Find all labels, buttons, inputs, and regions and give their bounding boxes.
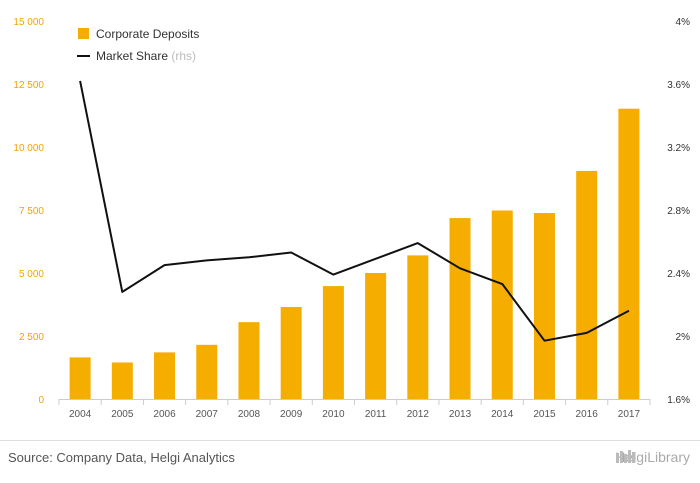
bar <box>154 352 176 399</box>
bar <box>491 210 513 399</box>
source-note: Source: Company Data, Helgi Analytics <box>8 450 235 465</box>
bar <box>449 218 471 399</box>
y-right-tick-label: 1.6% <box>667 395 690 406</box>
bar <box>238 322 260 399</box>
bar <box>322 286 344 399</box>
x-tick-label: 2012 <box>407 409 430 420</box>
y-left-tick-label: 7 500 <box>19 206 44 217</box>
bar <box>576 170 598 399</box>
y-right-tick-label: 2.4% <box>667 269 690 280</box>
footer-divider <box>0 440 700 441</box>
x-tick-label: 2013 <box>449 409 472 420</box>
y-left-tick-label: 2 500 <box>19 332 44 343</box>
x-tick-label: 2004 <box>69 409 92 420</box>
market-share-line <box>79 80 630 342</box>
bar <box>365 273 387 399</box>
x-tick-label: 2008 <box>238 409 261 420</box>
legend-label-deposits: Corporate Deposits <box>96 27 199 41</box>
y-right-tick-label: 2.8% <box>667 206 690 217</box>
bar <box>533 213 555 399</box>
y-right-tick-label: 2% <box>676 332 691 343</box>
x-tick-label: 2014 <box>491 409 514 420</box>
x-tick-label: 2016 <box>576 409 599 420</box>
bar <box>618 108 640 400</box>
chart-svg: 0 2 500 5 000 7 500 10 000 12 500 15 000 1.6% 2%… <box>13 17 691 420</box>
legend-swatch-deposits <box>78 28 89 39</box>
bar <box>280 307 302 399</box>
bar <box>111 362 133 399</box>
y-left-tick-label: 0 <box>38 395 44 406</box>
y-left-tick-label: 12 500 <box>13 80 44 91</box>
y-right-tick-label: 3.2% <box>667 143 690 154</box>
x-tick-label: 2005 <box>111 409 134 420</box>
x-tick-label: 2006 <box>153 409 176 420</box>
y-left-tick-label: 15 000 <box>13 17 44 28</box>
y-left-tick-label: 10 000 <box>13 143 44 154</box>
x-tick-label: 2009 <box>280 409 303 420</box>
bar <box>69 357 91 399</box>
x-tick-label: 2015 <box>533 409 556 420</box>
brand-logo: HelgiLibrary <box>615 449 690 465</box>
y-right-tick-label: 3.6% <box>667 80 690 91</box>
library-icon <box>616 450 636 463</box>
y-left-tick-label: 5 000 <box>19 269 44 280</box>
y-right-tick-label: 4% <box>676 17 691 28</box>
x-tick-label: 2011 <box>365 409 387 420</box>
bar <box>407 255 429 399</box>
x-tick-label: 2010 <box>322 409 345 420</box>
x-tick-label: 2017 <box>618 409 641 420</box>
legend-label-market-share: Market Share (rhs) <box>96 49 196 63</box>
bar <box>196 344 218 399</box>
x-tick-label: 2007 <box>196 409 219 420</box>
legend-note-rhs: (rhs) <box>171 49 196 63</box>
